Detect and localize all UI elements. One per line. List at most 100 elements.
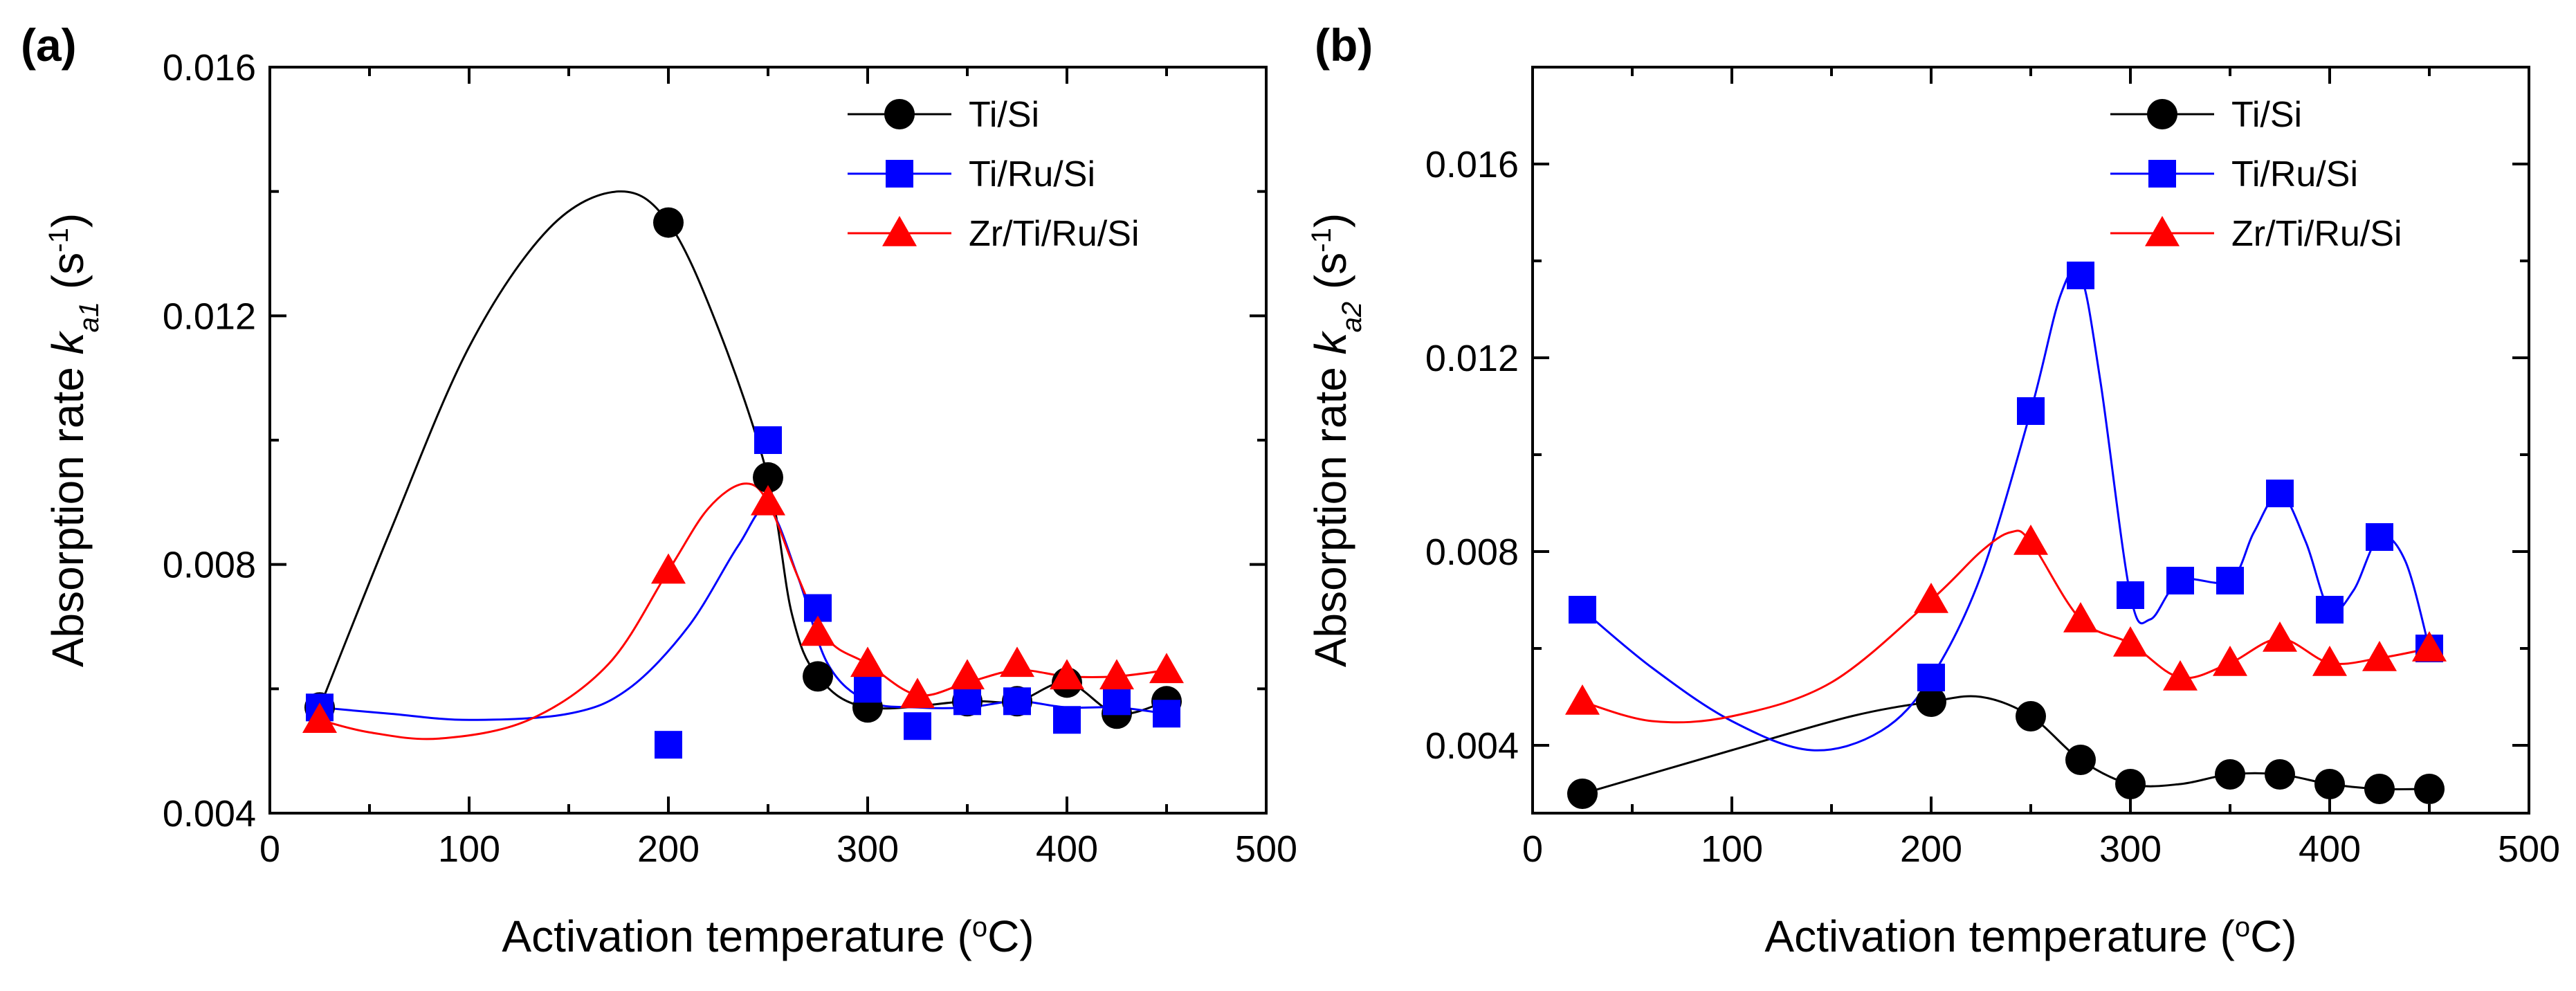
- data-point-ti-ru-si: [953, 687, 981, 716]
- data-point-ti-si: [803, 661, 833, 692]
- data-point-ti-ru-si: [2166, 567, 2194, 594]
- y-tick-label: 0.004: [1425, 725, 1519, 767]
- data-point-zr-ti-ru-si: [2013, 525, 2048, 555]
- data-point-zr-ti-ru-si: [801, 615, 835, 646]
- x-tick-label: 0: [1522, 828, 1543, 870]
- legend-marker-ti-si: [2147, 99, 2177, 129]
- series-line-ti-ru-si: [1582, 268, 2431, 752]
- data-point-zr-ti-ru-si: [751, 484, 785, 516]
- data-point-zr-ti-ru-si: [302, 702, 337, 733]
- x-tick-label: 200: [1900, 828, 1962, 870]
- data-point-ti-si: [2115, 769, 2146, 799]
- data-point-zr-ti-ru-si: [1565, 684, 1600, 715]
- data-point-ti-ru-si: [2017, 397, 2045, 425]
- legend-marker-ti-ru-si: [886, 160, 913, 188]
- y-tick-label: 0.008: [163, 545, 256, 586]
- data-point-ti-ru-si: [1917, 664, 1945, 691]
- panel-label: (a): [21, 19, 77, 71]
- data-point-ti-ru-si: [2117, 581, 2144, 609]
- x-axis-title: Activation temperature (oC): [1764, 911, 2296, 961]
- legend-marker-ti-ru-si: [2148, 160, 2176, 188]
- y-tick-label: 0.012: [163, 296, 256, 337]
- data-point-zr-ti-ru-si: [2263, 621, 2297, 652]
- data-point-zr-ti-ru-si: [1149, 653, 1184, 684]
- data-point-ti-si: [2414, 774, 2445, 804]
- x-tick-label: 500: [2498, 828, 2560, 870]
- data-point-ti-ru-si: [1153, 700, 1180, 728]
- data-point-ti-ru-si: [2366, 523, 2393, 551]
- y-tick-label: 0.008: [1425, 531, 1519, 573]
- x-tick-label: 400: [2299, 828, 2361, 870]
- x-tick-label: 500: [1235, 828, 1297, 870]
- x-tick-label: 0: [259, 828, 280, 870]
- y-tick-label: 0.016: [163, 47, 256, 89]
- x-tick-label: 300: [837, 828, 899, 870]
- data-point-zr-ti-ru-si: [850, 646, 885, 678]
- chart-panel-b: (b) 0 100 200 300 400 500 0.004 0.008 0.012 0.016 A…: [1306, 19, 2560, 961]
- series-line-ti-si: [1582, 695, 2430, 795]
- data-point-zr-ti-ru-si: [2163, 660, 2198, 691]
- legend-marker-zr-ti-ru-si: [882, 216, 917, 246]
- data-point-zr-ti-ru-si: [2312, 646, 2347, 676]
- data-point-ti-si: [1567, 779, 1598, 809]
- data-point-zr-ti-ru-si: [1914, 583, 1948, 613]
- data-point-zr-ti-ru-si: [651, 553, 686, 584]
- data-point-zr-ti-ru-si: [2412, 631, 2447, 662]
- x-tick-label: 100: [1701, 828, 1763, 870]
- x-tick-label: 300: [2099, 828, 2162, 870]
- data-point-zr-ti-ru-si: [2063, 602, 2098, 633]
- data-point-zr-ti-ru-si: [2213, 646, 2247, 676]
- data-point-ti-si: [2364, 774, 2395, 804]
- series-line-ti-ru-si: [319, 507, 1167, 721]
- data-point-zr-ti-ru-si: [1000, 646, 1034, 678]
- data-point-ti-ru-si: [1103, 687, 1131, 716]
- x-tick-label: 400: [1036, 828, 1098, 870]
- data-point-ti-ru-si: [2316, 596, 2344, 624]
- data-point-ti-ru-si: [655, 731, 682, 759]
- data-point-ti-si: [2016, 701, 2046, 731]
- data-point-zr-ti-ru-si: [1050, 659, 1084, 690]
- data-point-ti-ru-si: [2216, 567, 2244, 594]
- data-point-zr-ti-ru-si: [1099, 659, 1134, 690]
- panel-label: (b): [1315, 19, 1373, 71]
- data-point-ti-ru-si: [754, 426, 782, 454]
- y-axis-title: Absorption rate ka2 (s-1): [1306, 213, 1367, 667]
- y-tick-label: 0.012: [1425, 338, 1519, 379]
- data-point-ti-si: [2314, 769, 2345, 799]
- data-point-ti-ru-si: [904, 712, 931, 740]
- data-point-ti-si: [653, 207, 684, 238]
- legend-label-ti-si: Ti/Si: [2231, 95, 2302, 135]
- x-axis-title: Activation temperature (oC): [502, 911, 1034, 961]
- data-point-ti-ru-si: [1569, 596, 1596, 624]
- x-tick-label: 200: [637, 828, 700, 870]
- data-point-ti-si: [753, 462, 783, 493]
- y-tick-label: 0.004: [163, 793, 256, 835]
- legend-label-ti-ru-si: Ti/Ru/Si: [2231, 154, 2358, 194]
- data-point-ti-si: [2215, 759, 2245, 790]
- series-line-ti-si: [318, 190, 1167, 716]
- data-point-ti-si: [1916, 687, 1946, 717]
- legend-marker-zr-ti-ru-si: [2145, 216, 2180, 246]
- y-tick-label: 0.016: [1425, 144, 1519, 185]
- chart-panel-a: (a) 0 100 200 300 400 500 0.004 0.008 0.012 0.016 A…: [21, 19, 1297, 961]
- data-point-ti-ru-si: [2067, 262, 2094, 289]
- data-point-zr-ti-ru-si: [900, 678, 935, 709]
- data-point-ti-ru-si: [1053, 706, 1081, 734]
- data-point-zr-ti-ru-si: [950, 659, 985, 690]
- legend-label-ti-ru-si: Ti/Ru/Si: [969, 154, 1095, 194]
- data-point-ti-ru-si: [854, 675, 881, 703]
- legend-label-zr-ti-ru-si: Zr/Ti/Ru/Si: [969, 214, 1140, 254]
- data-point-ti-ru-si: [2266, 480, 2294, 507]
- data-point-zr-ti-ru-si: [2362, 641, 2397, 671]
- data-point-ti-si: [2265, 759, 2295, 790]
- y-axis-title: Absorption rate ka1 (s-1): [43, 213, 104, 667]
- x-tick-label: 100: [438, 828, 500, 870]
- legend-marker-ti-si: [884, 99, 915, 129]
- legend-label-zr-ti-ru-si: Zr/Ti/Ru/Si: [2231, 214, 2402, 254]
- series-line-zr-ti-ru-si: [1582, 529, 2430, 724]
- series-line-zr-ti-ru-si: [319, 482, 1167, 740]
- data-point-ti-ru-si: [1003, 687, 1031, 716]
- data-point-ti-si: [2065, 745, 2096, 775]
- legend-label-ti-si: Ti/Si: [969, 95, 1039, 135]
